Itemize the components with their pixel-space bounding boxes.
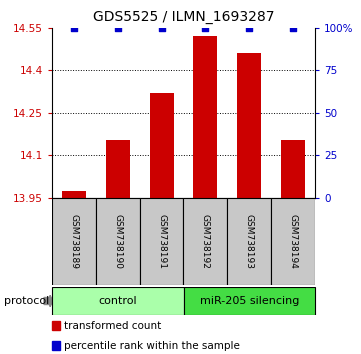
Bar: [52, 321, 60, 330]
Bar: [281, 140, 305, 198]
Text: GSM738192: GSM738192: [201, 214, 210, 269]
Text: miR-205 silencing: miR-205 silencing: [200, 296, 299, 306]
Bar: [227, 198, 271, 285]
Bar: [237, 53, 261, 198]
Bar: [96, 198, 140, 285]
Point: [71, 25, 77, 31]
Bar: [52, 341, 60, 350]
Bar: [271, 198, 315, 285]
Bar: [183, 287, 315, 315]
Text: protocol: protocol: [4, 296, 49, 306]
Point: [290, 25, 296, 31]
Bar: [140, 198, 183, 285]
Text: GSM738191: GSM738191: [157, 214, 166, 269]
Point: [115, 25, 121, 31]
Text: GSM738193: GSM738193: [245, 214, 254, 269]
Bar: [149, 93, 174, 198]
Bar: [52, 287, 183, 315]
Text: GSM738194: GSM738194: [288, 214, 297, 269]
Bar: [62, 191, 86, 198]
Text: transformed count: transformed count: [64, 321, 161, 331]
Bar: [52, 198, 96, 285]
Text: GSM738190: GSM738190: [113, 214, 122, 269]
Bar: [183, 198, 227, 285]
Text: control: control: [99, 296, 137, 306]
Text: percentile rank within the sample: percentile rank within the sample: [64, 341, 240, 351]
FancyArrow shape: [44, 295, 53, 307]
Title: GDS5525 / ILMN_1693287: GDS5525 / ILMN_1693287: [93, 10, 274, 24]
Point: [203, 25, 208, 31]
Point: [159, 25, 165, 31]
Bar: [106, 140, 130, 198]
Bar: [193, 36, 217, 198]
Point: [246, 25, 252, 31]
Text: GSM738189: GSM738189: [69, 214, 78, 269]
